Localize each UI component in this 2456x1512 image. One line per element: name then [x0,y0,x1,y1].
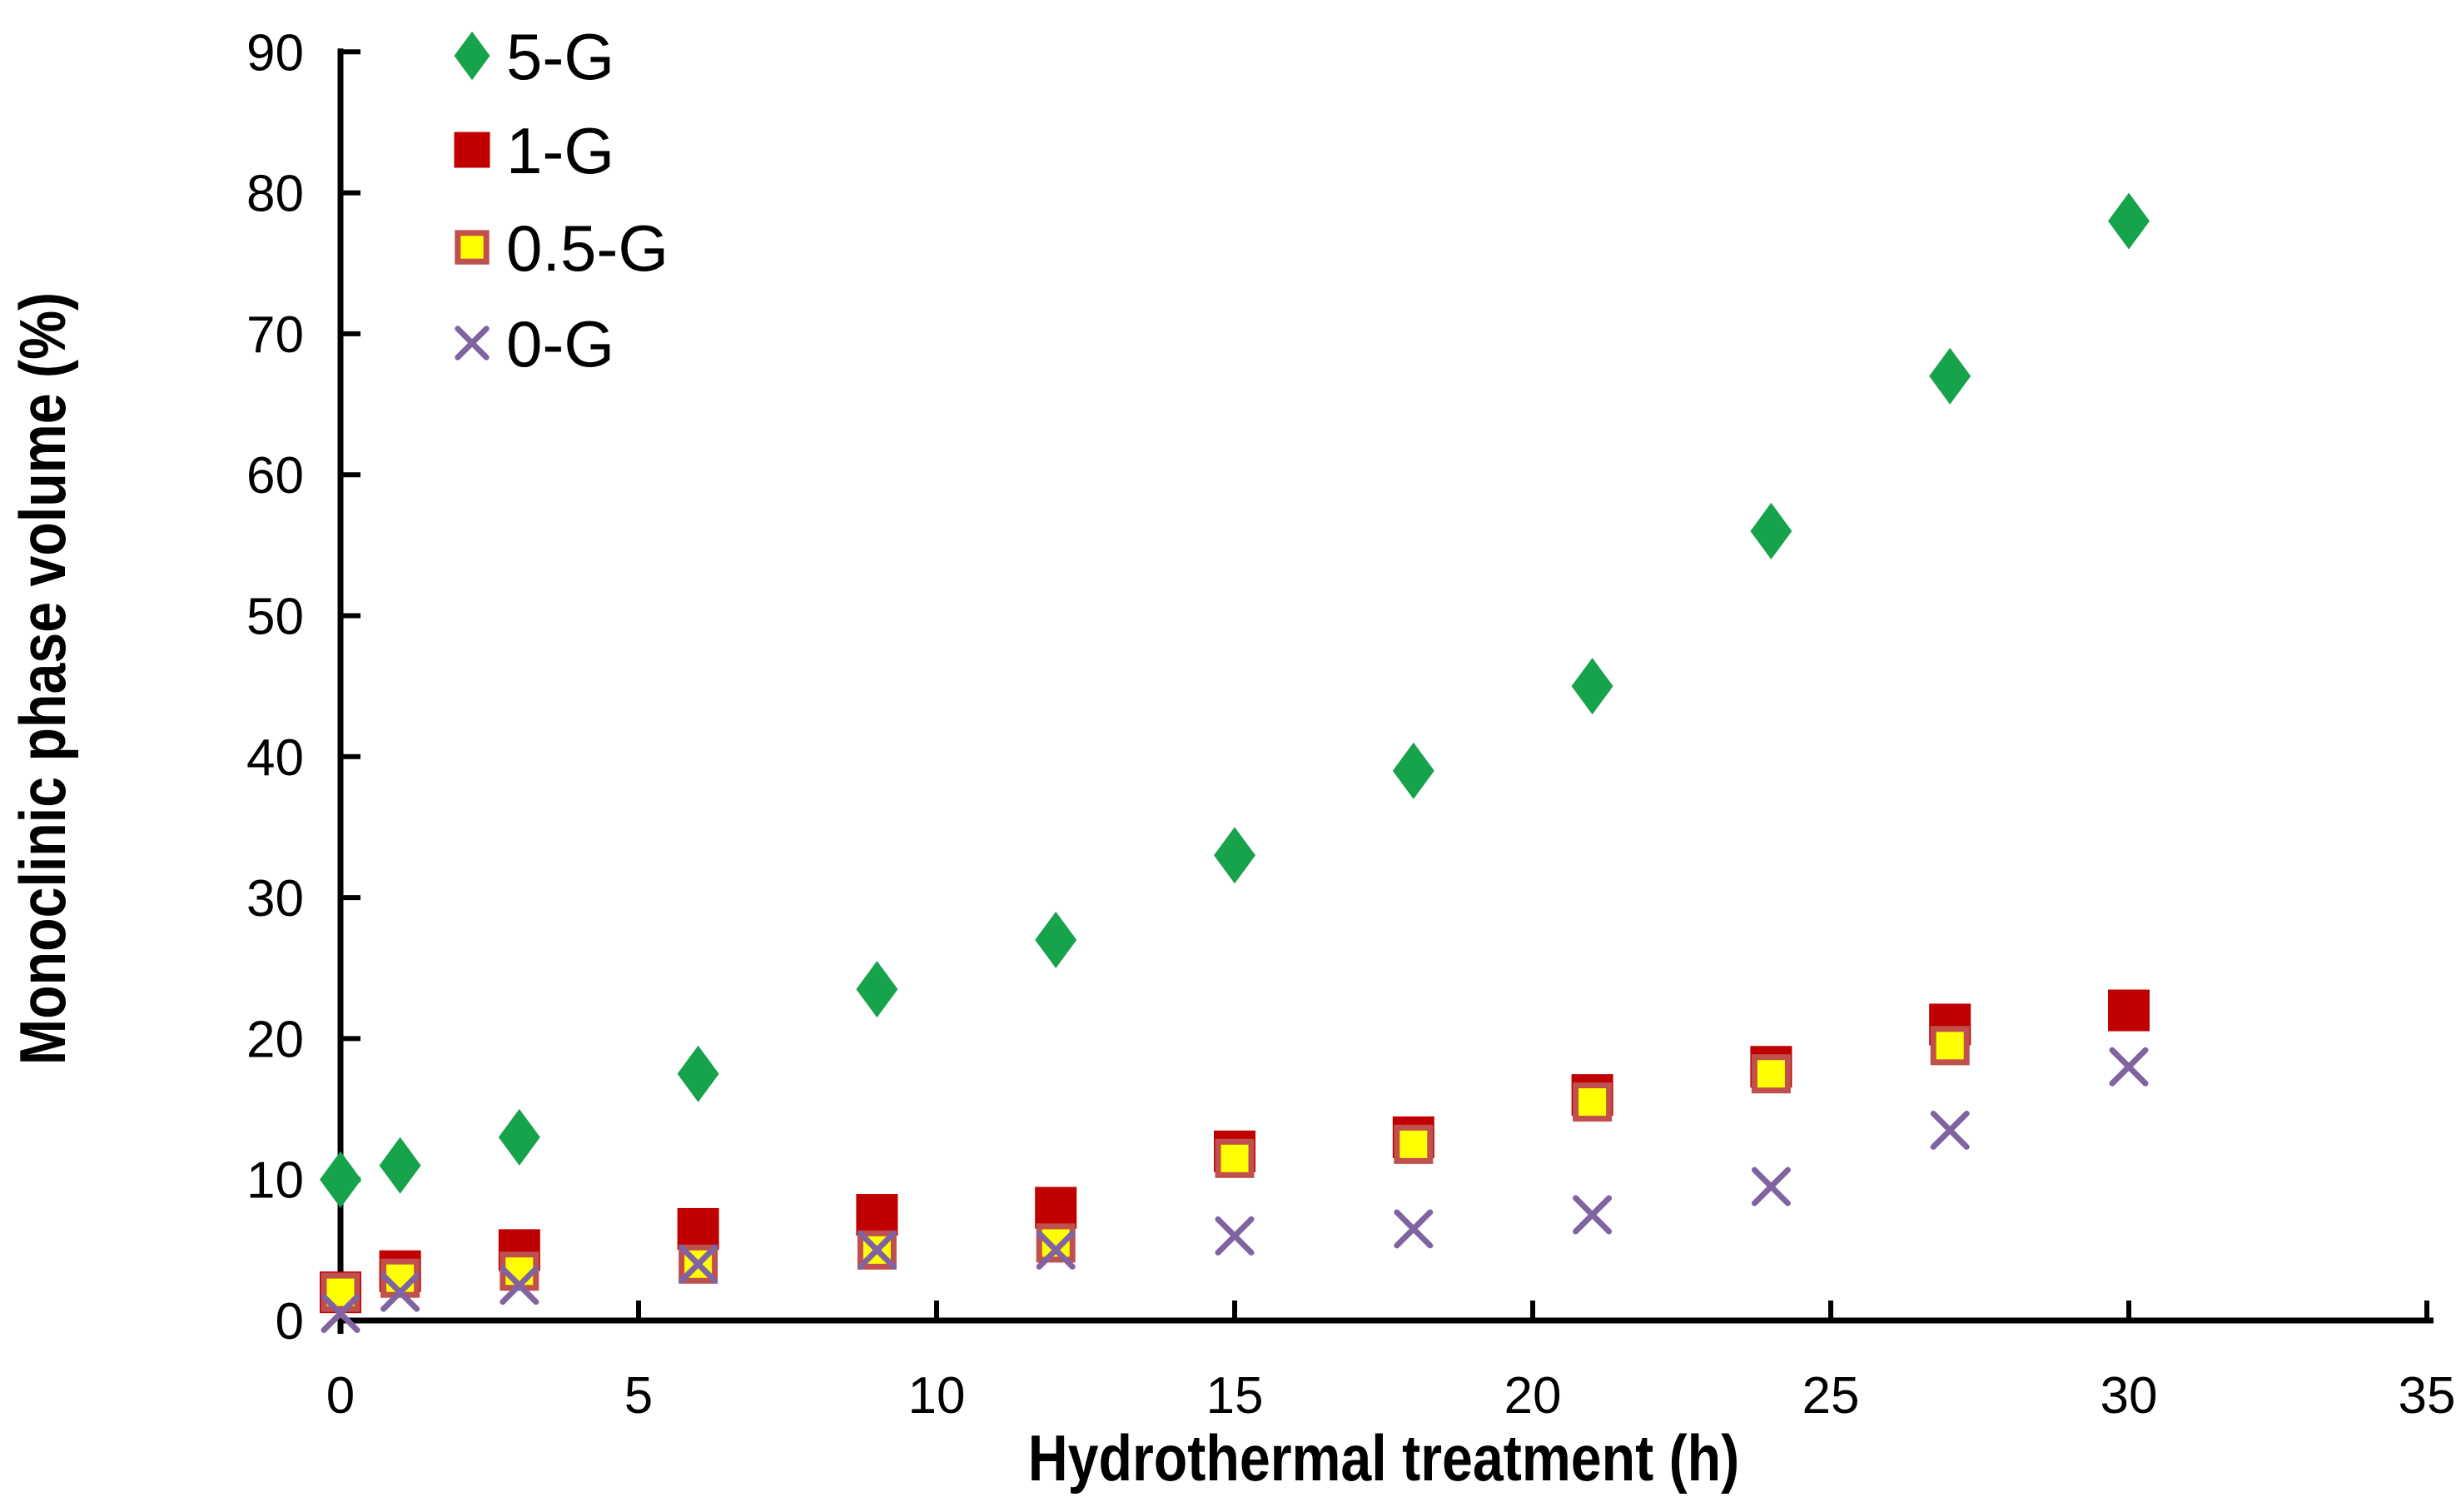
point-0.5-G-12h [1036,1223,1076,1263]
point-0-G-21h [1573,1195,1613,1235]
y-axis-title: Monoclinic phase volume (%) [7,292,79,1065]
series-5-G [320,192,2150,1208]
x-tick-label: 0 [326,1367,355,1425]
legend-marker-square-open-icon [455,230,490,265]
point-5-G-21h [1571,658,1613,715]
x-axis-title: Hydrothermal treatment (h) [1028,1422,1740,1495]
x-tick-label: 25 [1802,1367,1860,1425]
point-0-G-12h [1036,1230,1076,1270]
axes-layer: 0 5 10 15 20 25 30 35 0 10 20 30 40 50 60 70 80 90 [246,24,2455,1425]
point-0-G-0h [321,1294,360,1334]
point-0-G-15h [1215,1216,1255,1256]
legend: 5-G 1-G 0.5-G 0-G [454,20,669,380]
y-tick-label: 10 [246,1152,304,1210]
legend-marker-square-icon [454,132,490,168]
point-5-G-27h [1929,347,1971,405]
y-tick-label: 80 [246,166,304,223]
data-points-layer [320,192,2150,1334]
legend-label-5g: 5-G [506,20,614,93]
point-0.5-G-15h [1215,1138,1255,1178]
legend-label-05g: 0.5-G [506,211,669,285]
point-0.5-G-24h [1751,1054,1791,1094]
y-tick-label: 70 [246,306,304,364]
point-0.5-G-21h [1573,1082,1613,1122]
x-tick-label: 20 [1504,1367,1562,1425]
point-5-G-0h [320,1151,361,1208]
y-tick-label: 90 [246,24,304,82]
x-tick-label: 35 [2399,1367,2456,1425]
point-5-G-3h [498,1108,540,1166]
legend-label-0g: 0-G [506,307,614,380]
axis-lines [337,48,2434,1334]
series-0-G [321,1047,2149,1334]
legend-marker-diamond-icon [454,31,490,81]
point-1-G-6h [677,1207,719,1250]
point-5-G-6h [677,1045,719,1102]
point-0.5-G-27h [1930,1026,1970,1066]
x-tick-label: 15 [1206,1367,1264,1425]
legend-label-1g: 1-G [506,114,614,187]
y-tick-label: 40 [246,729,304,787]
x-tick-label: 30 [2101,1367,2158,1425]
point-0-G-6h [679,1244,718,1284]
point-5-G-18h [1392,742,1434,799]
y-tick-label: 0 [276,1293,304,1350]
point-5-G-24h [1750,502,1792,560]
x-tick-label: 5 [624,1367,653,1425]
y-tick-label: 20 [246,1011,304,1068]
point-0-G-1h [380,1272,420,1312]
point-5-G-9h [856,961,898,1018]
point-5-G-30h [2108,192,2150,250]
point-0-G-27h [1930,1110,1970,1150]
y-tick-label: 60 [246,447,304,505]
point-0-G-9h [857,1230,897,1270]
point-0.5-G-18h [1394,1124,1434,1164]
point-0-G-3h [500,1266,539,1306]
point-0-G-30h [2109,1047,2149,1087]
series-0.5-G [321,1026,1970,1312]
point-1-G-30h [2108,989,2150,1032]
point-5-G-12h [1035,911,1077,968]
legend-marker-x-icon [455,326,490,361]
legend-markers [454,31,490,361]
point-5-G-1h [379,1136,421,1194]
x-tick-label: 10 [908,1367,966,1425]
y-tick-label: 50 [246,589,304,646]
point-0-G-18h [1394,1209,1434,1249]
y-tick-label: 30 [246,870,304,928]
point-1-G-12h [1035,1186,1077,1229]
point-5-G-15h [1214,827,1255,884]
point-1-G-9h [856,1194,898,1236]
point-0-G-24h [1751,1166,1791,1206]
